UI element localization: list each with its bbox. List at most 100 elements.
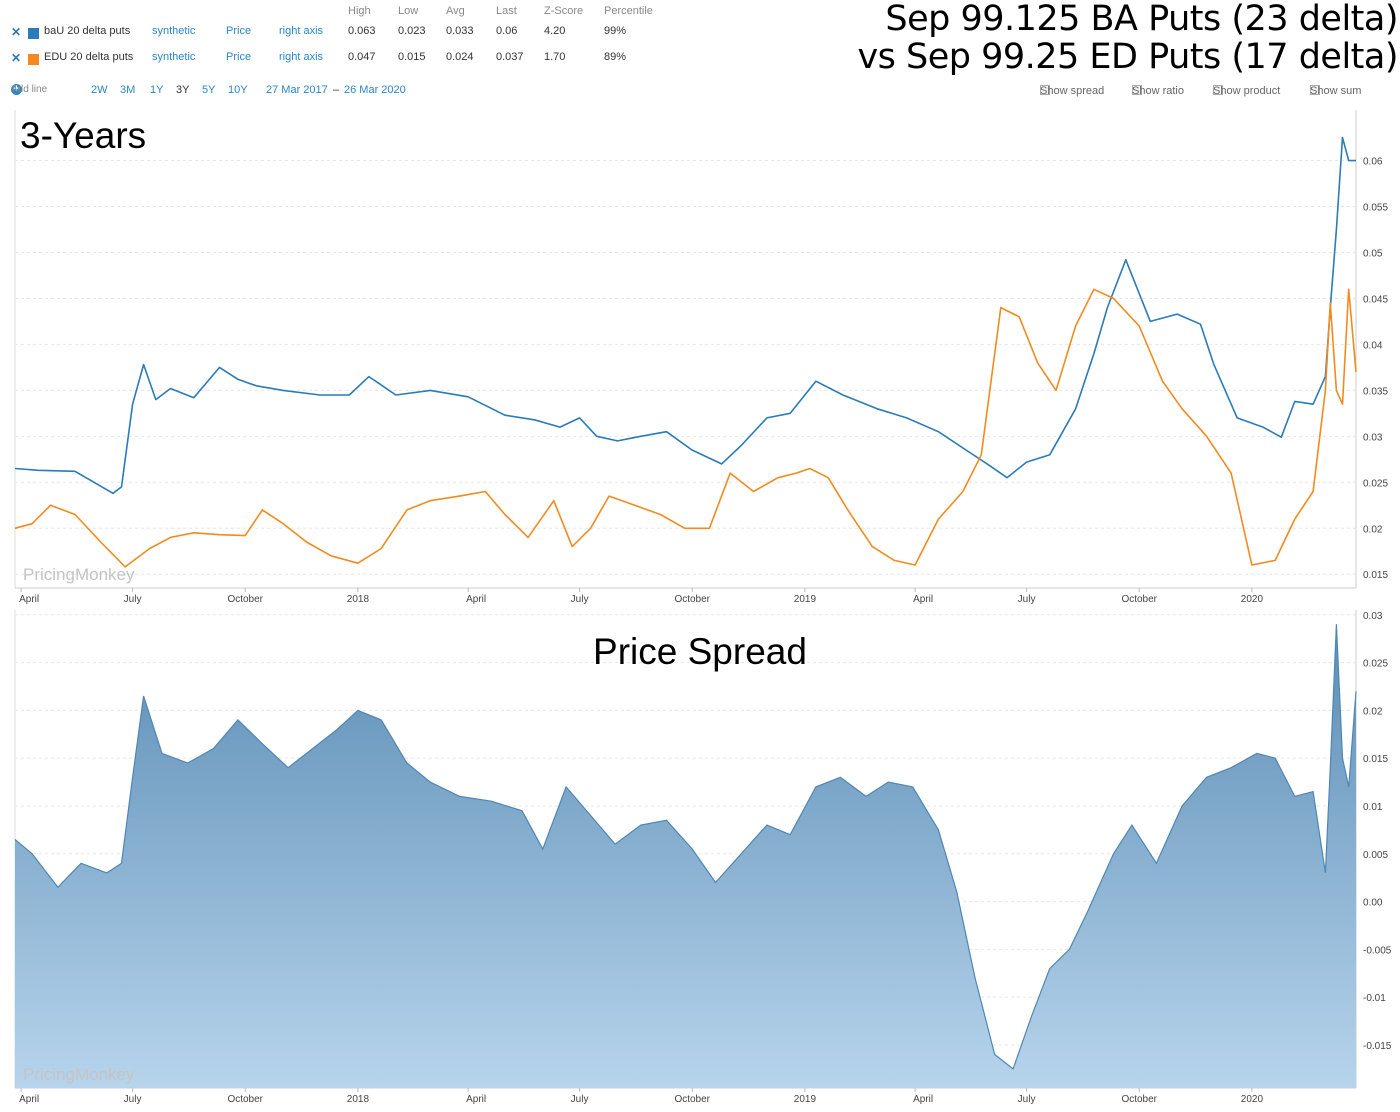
- x-tick-label: April: [19, 594, 39, 605]
- y-tick-label: 0.025: [1363, 659, 1388, 670]
- stat-percentile: 99%: [604, 25, 627, 37]
- x-tick-label: July: [124, 1094, 142, 1105]
- header-last: Last: [496, 5, 517, 17]
- date-to[interactable]: 26 Mar 2020: [344, 84, 406, 96]
- series-line-1: [14, 288, 1357, 568]
- stat-percentile: 89%: [604, 51, 627, 63]
- x-tick-label: 2020: [1241, 594, 1264, 605]
- x-tick-label: July: [571, 594, 589, 605]
- option-label: Show ratio: [1132, 85, 1184, 97]
- line-chart-3-years[interactable]: 0.015 0.02 0.025 0.03 0.035 0.04 0.045 0.05 0.05…: [0, 108, 1400, 608]
- y-tick-label: 0.015: [1363, 754, 1388, 765]
- x-tick-label: October: [674, 1094, 710, 1105]
- range-5y[interactable]: 5Y: [202, 84, 216, 96]
- stat-last: 0.037: [496, 51, 524, 63]
- legend-row: ✕ baU 20 delta puts synthetic Price righ…: [0, 25, 700, 43]
- stat-avg: 0.024: [446, 51, 474, 63]
- option-label: Show spread: [1040, 85, 1105, 97]
- header-high: High: [348, 5, 371, 17]
- series-name: EDU 20 delta puts: [44, 51, 134, 63]
- title-line-1: Sep 99.125 BA Puts (23 delta): [885, 0, 1398, 39]
- checkbox-icon: [1213, 85, 1223, 95]
- x-tick-label: October: [1121, 1094, 1157, 1105]
- spread-area: [15, 624, 1356, 1088]
- x-tick-label: October: [227, 1094, 263, 1105]
- y-tick-label: -0.005: [1363, 945, 1392, 956]
- series-field-link[interactable]: Price: [226, 25, 252, 37]
- x-tick-label: July: [1018, 594, 1036, 605]
- stat-zscore: 4.20: [544, 25, 566, 37]
- chart-title: Price Spread: [593, 631, 807, 672]
- y-tick-label: 0.005: [1363, 850, 1388, 861]
- range-3m[interactable]: 3M: [120, 84, 136, 96]
- range-toolbar: + Add line 2W 3M 1Y 3Y 5Y 10Y 27 Mar 2017…: [0, 84, 1400, 100]
- y-tick-label: 0.015: [1363, 570, 1388, 581]
- legend-panel: High Low Avg Last Z-Score Percentile ✕ b…: [0, 0, 700, 110]
- x-tick-label: October: [227, 594, 263, 605]
- stat-zscore: 1.70: [544, 51, 566, 63]
- series-field-link[interactable]: Price: [226, 51, 252, 63]
- checkbox-icon: [1040, 85, 1050, 95]
- header-low: Low: [398, 5, 419, 17]
- stat-last: 0.06: [496, 25, 518, 37]
- y-tick-label: 0.01: [1363, 802, 1383, 813]
- date-separator: –: [333, 84, 340, 96]
- range-3y[interactable]: 3Y: [176, 84, 190, 96]
- y-tick-label: 0.04: [1363, 340, 1383, 351]
- x-tick-label: April: [913, 594, 933, 605]
- option-label: Show sum: [1310, 85, 1362, 97]
- header-zscore: Z-Score: [544, 5, 584, 17]
- y-tick-label: 0.06: [1363, 157, 1383, 168]
- option-label: Show product: [1213, 85, 1281, 97]
- x-tick-label: 2019: [794, 1094, 817, 1105]
- title-line-2: vs Sep 99.25 ED Puts (17 delta): [857, 37, 1398, 77]
- add-line-label: Add line: [11, 84, 48, 95]
- chart-title: 3-Years: [20, 115, 146, 156]
- spread-line: [14, 624, 1357, 1070]
- series-axis-link[interactable]: right axis: [279, 25, 324, 37]
- x-tick-label: July: [571, 1094, 589, 1105]
- y-tick-label: 0.025: [1363, 478, 1388, 489]
- x-tick-label: October: [674, 594, 710, 605]
- x-tick-label: April: [19, 1094, 39, 1105]
- x-tick-label: July: [1018, 1094, 1036, 1105]
- series-source-link[interactable]: synthetic: [152, 25, 196, 37]
- y-tick-label: 0.03: [1363, 611, 1383, 622]
- y-tick-label: 0.045: [1363, 294, 1388, 305]
- stat-low: 0.023: [398, 25, 426, 37]
- x-tick-label: July: [124, 594, 142, 605]
- header-percentile: Percentile: [604, 5, 653, 17]
- series-axis-link[interactable]: right axis: [279, 51, 324, 63]
- stat-avg: 0.033: [446, 25, 474, 37]
- range-1y[interactable]: 1Y: [150, 84, 164, 96]
- x-tick-label: October: [1121, 594, 1157, 605]
- chart-title-overlay: Sep 99.125 BA Puts (23 delta) vs Sep 99.…: [857, 0, 1398, 76]
- y-tick-label: 0.05: [1363, 248, 1383, 259]
- watermark-text: PricingMonkey: [23, 565, 135, 584]
- area-chart-price-spread[interactable]: -0.015 -0.01 -0.005 0.00 0.005 0.01 0.015 0.02 0…: [0, 608, 1400, 1108]
- stat-high: 0.063: [348, 25, 376, 37]
- stat-low: 0.015: [398, 51, 426, 63]
- y-tick-label: 0.035: [1363, 386, 1388, 397]
- x-tick-label: 2018: [347, 594, 370, 605]
- stat-high: 0.047: [348, 51, 376, 63]
- date-from[interactable]: 27 Mar 2017: [266, 84, 328, 96]
- remove-series-icon[interactable]: ✕: [11, 25, 22, 39]
- watermark-text: PricingMonkey: [23, 1065, 135, 1084]
- checkbox-icon: [1310, 85, 1320, 95]
- x-tick-label: April: [466, 1094, 486, 1105]
- header-avg: Avg: [446, 5, 465, 17]
- range-2w[interactable]: 2W: [91, 84, 108, 96]
- legend-row: ✕ EDU 20 delta puts synthetic Price righ…: [0, 51, 700, 69]
- y-tick-label: 0.03: [1363, 432, 1383, 443]
- checkbox-icon: [1132, 85, 1142, 95]
- remove-series-icon[interactable]: ✕: [11, 51, 22, 65]
- x-tick-label: 2020: [1241, 1094, 1264, 1105]
- series-color-swatch: [28, 54, 39, 65]
- series-name: baU 20 delta puts: [44, 25, 131, 37]
- x-tick-label: 2018: [347, 1094, 370, 1105]
- y-tick-label: 0.00: [1363, 898, 1383, 909]
- series-source-link[interactable]: synthetic: [152, 51, 196, 63]
- range-10y[interactable]: 10Y: [228, 84, 248, 96]
- x-tick-label: April: [913, 1094, 933, 1105]
